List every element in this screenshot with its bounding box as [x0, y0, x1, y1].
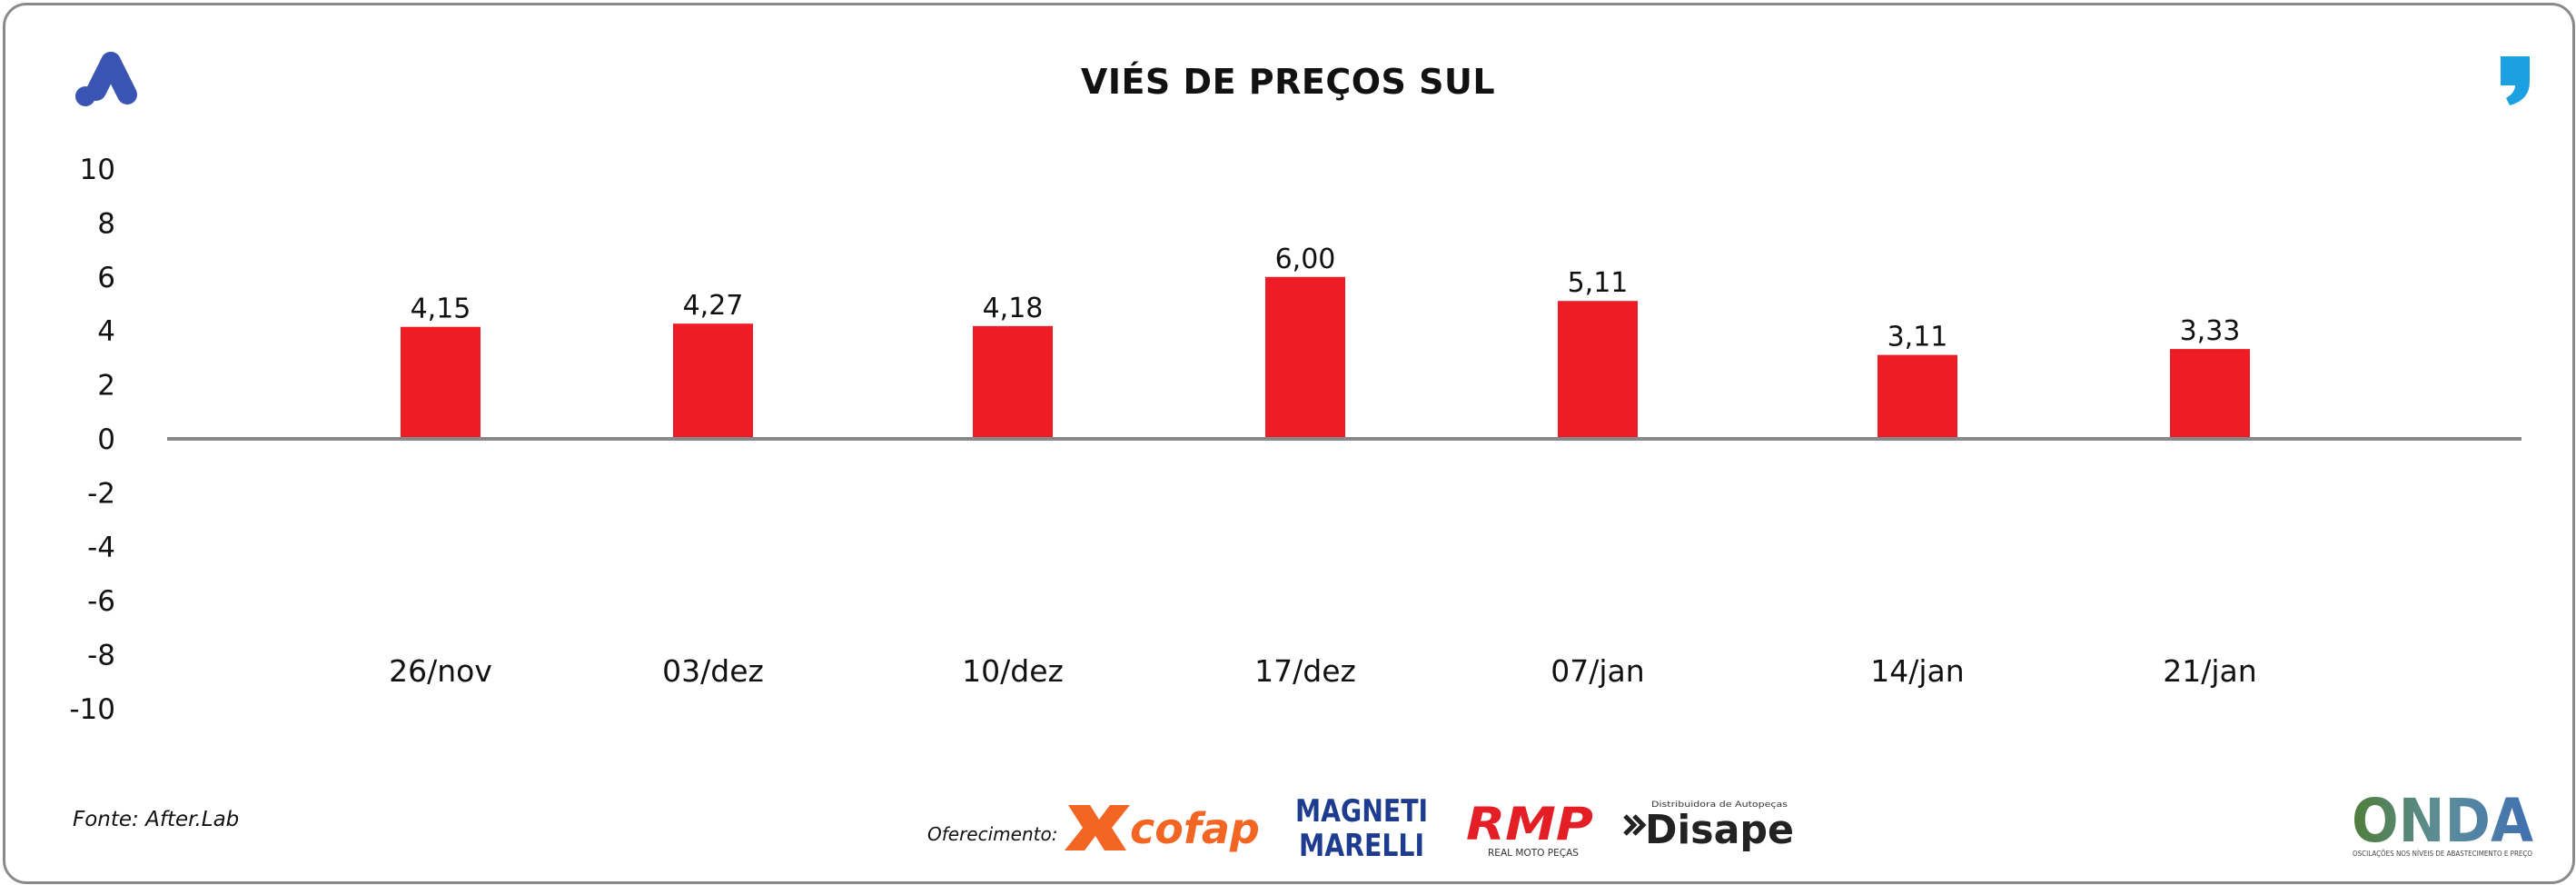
bar: [973, 325, 1053, 439]
value-label: 4,18: [983, 293, 1044, 324]
x-axis: 26/nov 03/dez 10/dez 17/dez 07/jan 14/jan 21/j…: [389, 653, 2257, 689]
y-tick-label: 6: [97, 262, 115, 294]
value-label: 3,33: [2180, 315, 2241, 347]
chart-title: VIÉS DE PREÇOS SUL: [1080, 62, 1496, 102]
bars-series: [401, 276, 2250, 439]
bar: [1878, 354, 1957, 439]
magneti-marelli-logo: MAGNETI MARELLI: [1295, 793, 1428, 860]
x-tick-label: 14/jan: [1870, 653, 1964, 689]
y-tick-label: 10: [80, 154, 115, 186]
onda-tagline: OSCILAÇÕES NOS NÍVEIS DE ABASTECIMENTO E…: [2353, 848, 2532, 858]
sponsor-label: Oferecimento:: [927, 823, 1058, 845]
cofap-wordmark: cofap: [1130, 804, 1260, 853]
y-tick-label: -4: [87, 532, 115, 564]
data-labels: 4,15 4,27 4,18 6,00 5,11 3,11 3,33: [411, 244, 2241, 353]
chevrons-icon: [1623, 814, 1647, 836]
disape-logo: Distribuidora de Autopeças Disape: [1623, 800, 1794, 853]
comma-quote-icon: [2501, 56, 2530, 105]
value-label: 5,11: [1568, 267, 1629, 299]
disape-subtitle: Distribuidora de Autopeças: [1651, 800, 1788, 810]
x-tick-label: 21/jan: [2163, 653, 2256, 689]
x-tick-label: 10/dez: [962, 653, 1064, 689]
bar: [1558, 301, 1638, 439]
y-axis: 10 8 6 4 2 0 -2 -4 -6 -8 -10: [69, 154, 115, 726]
y-tick-label: 2: [97, 370, 115, 403]
onda-logo: ONDA OSCILAÇÕES NOS NÍVEIS DE ABASTECIME…: [2352, 789, 2533, 858]
x-tick-label: 07/jan: [1551, 653, 1644, 689]
rmp-subtitle: REAL MOTO PEÇAS: [1488, 847, 1579, 859]
y-tick-label: -10: [69, 693, 115, 726]
y-tick-label: 8: [97, 207, 115, 240]
cofap-logo: cofap: [1065, 804, 1260, 853]
bar: [1265, 276, 1345, 439]
y-tick-label: -8: [87, 640, 115, 672]
y-tick-label: -2: [87, 477, 115, 510]
value-label: 4,15: [411, 293, 471, 325]
chart-card: [3, 3, 2575, 884]
y-tick-label: 0: [97, 423, 115, 456]
x-tick-label: 17/dez: [1254, 653, 1356, 689]
value-label: 3,11: [1887, 322, 1948, 353]
value-label: 6,00: [1275, 244, 1336, 275]
y-tick-label: 4: [97, 315, 115, 348]
onda-wordmark: ONDA: [2352, 789, 2533, 856]
bar: [401, 326, 481, 439]
y-tick-label: -6: [87, 585, 115, 618]
bar: [673, 323, 753, 439]
x-tick-label: 03/dez: [662, 653, 764, 689]
source-note: Fonte: After.Lab: [73, 808, 240, 831]
rmp-wordmark: RMP: [1466, 798, 1593, 850]
x-tick-label: 26/nov: [389, 653, 492, 689]
value-label: 4,27: [683, 290, 744, 322]
marelli-wordmark: MARELLI: [1299, 828, 1424, 860]
disape-wordmark: Disape: [1645, 807, 1794, 853]
bar: [2170, 349, 2250, 439]
rmp-logo: RMP REAL MOTO PEÇAS: [1466, 798, 1593, 859]
magneti-wordmark: MAGNETI: [1295, 793, 1428, 830]
stylized-a-logo-icon: [75, 52, 137, 106]
